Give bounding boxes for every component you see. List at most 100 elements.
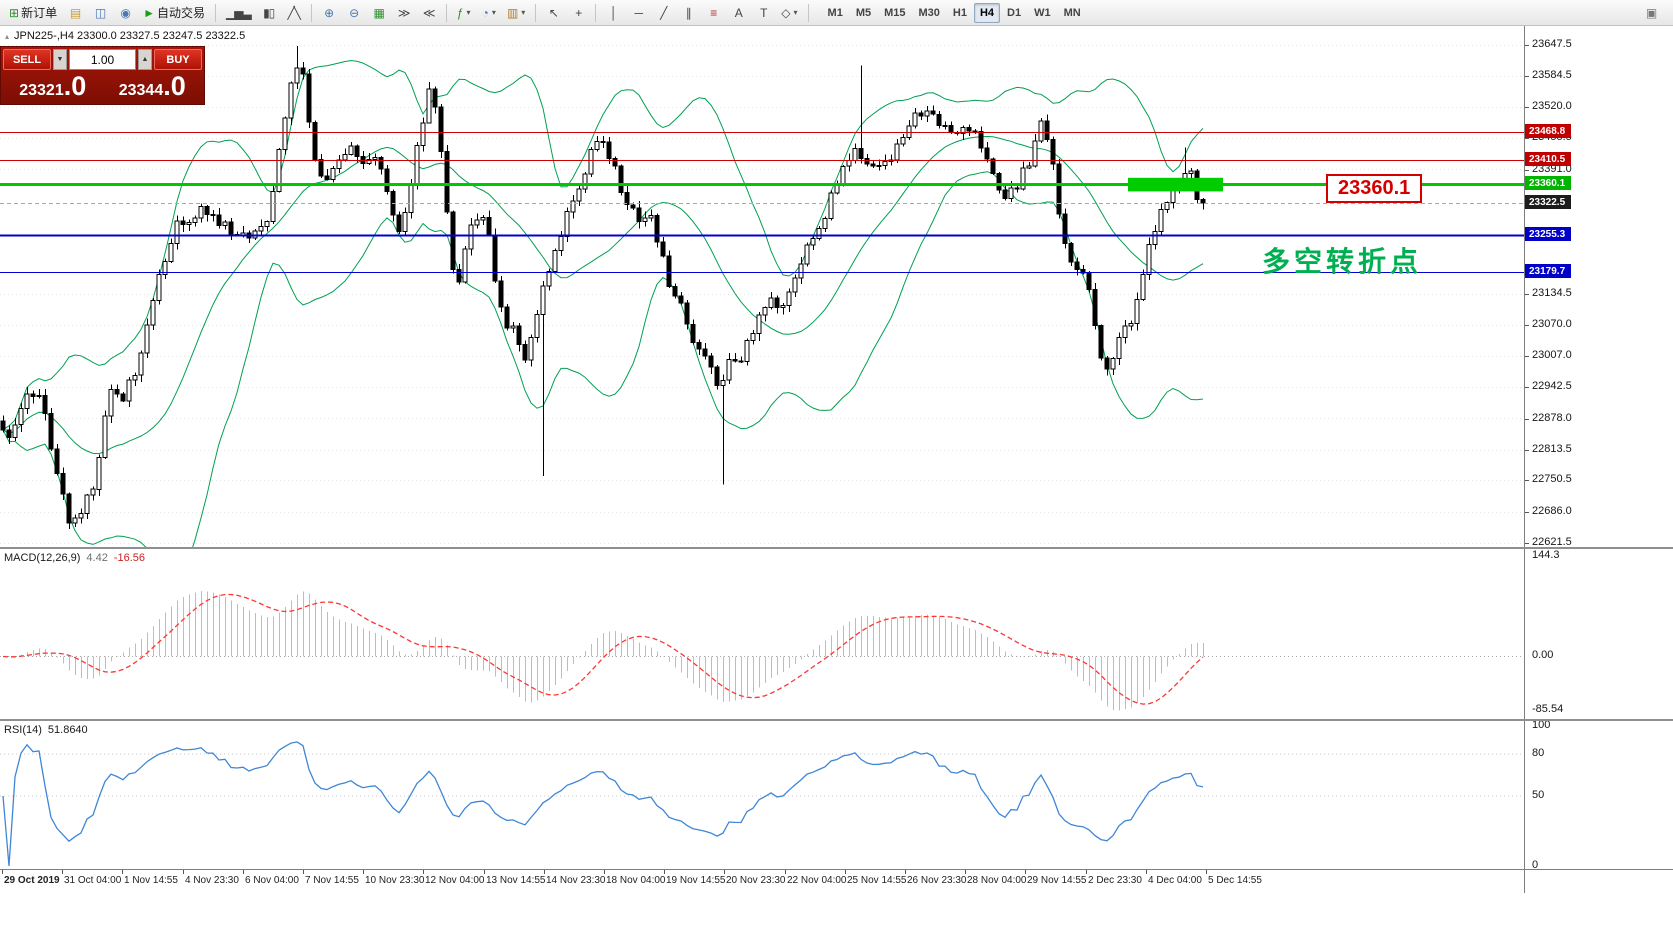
price-axis-label: 22621.5 <box>1532 535 1572 548</box>
timeframe-m5-button[interactable]: M5 <box>855 6 872 19</box>
price-label-object[interactable]: 23360.1 <box>1326 174 1423 203</box>
macd-panel-canvas[interactable] <box>0 549 1524 719</box>
price-axis-label: 22813.5 <box>1532 442 1572 455</box>
zoom-in-button[interactable]: ⊕ <box>317 2 341 24</box>
horizontal-line-button[interactable]: ─ <box>626 2 650 24</box>
chart-shift-button[interactable]: ≪ <box>417 2 441 24</box>
label-button[interactable]: T <box>751 2 775 24</box>
timeframe-m1-button[interactable]: M1 <box>827 6 843 19</box>
macd-label: MACD(12,26,9) 4.42 -16.56 <box>4 552 151 564</box>
channel-button[interactable]: ∥ <box>676 2 700 24</box>
bands-layer <box>2 60 1204 547</box>
time-tick <box>243 870 244 874</box>
symbol-info: ▴ JPN225-,H4 23300.0 23327.5 23247.5 233… <box>5 30 245 42</box>
timeframe-w1-button[interactable]: W1 <box>1034 6 1051 19</box>
periods-button[interactable]: ◔ ▾ <box>477 2 501 24</box>
macd-name: MACD(12,26,9) <box>4 552 81 564</box>
autotrading-button[interactable]: ► 自动交易 <box>138 2 210 24</box>
price-axis[interactable]: 23647.523584.523520.023455.523391.023134… <box>1524 26 1673 893</box>
time-tick <box>544 870 545 874</box>
timeframe-m30-button[interactable]: M30 <box>918 6 940 19</box>
shapes-button[interactable]: ◇ ▾ <box>776 2 802 24</box>
trendline-button[interactable]: ╱ <box>651 2 675 24</box>
trendline-icon: ╱ <box>660 5 667 20</box>
cursor-icon: ↖ <box>548 5 559 20</box>
main-chart-canvas[interactable] <box>0 26 1524 547</box>
sell-price[interactable]: 23321 .0 <box>3 70 103 104</box>
crosshair-button[interactable]: + <box>566 2 590 24</box>
alerts-button[interactable]: ◉ <box>113 2 137 24</box>
time-tick <box>664 870 665 874</box>
toolbar-separator <box>310 3 312 22</box>
timeframe-m15-button[interactable]: M15 <box>884 6 906 19</box>
time-axis-label: 29 Oct 2019 <box>4 875 60 886</box>
new-order-button[interactable]: ⊞ 新订单 <box>4 2 62 24</box>
vertical-line-button[interactable]: │ <box>601 2 625 24</box>
tile-windows-icon: ▦ <box>373 5 385 20</box>
timeframe-h1-button[interactable]: H1 <box>952 6 967 19</box>
price-axis-label: 22686.0 <box>1532 504 1572 517</box>
price-badge: 23410.5 <box>1525 152 1571 167</box>
pivot-annotation-text[interactable]: 多空转折点 <box>1262 246 1423 277</box>
volume-input[interactable] <box>69 49 136 70</box>
timeframe-h4-button[interactable]: H4 <box>973 2 1001 23</box>
buy-button[interactable]: BUY <box>154 49 202 70</box>
price-badge: 23255.3 <box>1525 227 1571 242</box>
zoom-out-button[interactable]: ⊖ <box>342 2 366 24</box>
symbol-ohlc-text: JPN225-,H4 23300.0 23327.5 23247.5 23322… <box>14 30 246 42</box>
time-axis[interactable]: 29 Oct 2019 31 Oct 04:00 1 Nov 14:55 4 Nov … <box>0 869 1524 895</box>
profiles-button[interactable]: ◫ <box>88 2 112 24</box>
bar-chart-button[interactable]: ▁▅▃ <box>221 2 256 24</box>
chart-windows-button[interactable]: ▣ <box>1639 2 1663 24</box>
buy-price[interactable]: 23344 .0 <box>103 70 203 104</box>
price-tick <box>1525 387 1529 389</box>
templates-button[interactable]: ▥ ▾ <box>502 2 530 24</box>
rsi-panel-canvas[interactable] <box>0 721 1524 869</box>
price-tick <box>1525 449 1529 451</box>
timeframe-group: M1 M5 M15 M30 H1 H4 D1 W1 MN <box>822 2 1087 23</box>
time-tick <box>1086 870 1087 874</box>
caret-down-icon: ▾ <box>521 8 526 17</box>
price-axis-label: 22750.5 <box>1532 473 1572 486</box>
horizontal-line-icon: ─ <box>634 5 643 20</box>
time-axis-label: 2 Dec 23:30 <box>1088 875 1142 886</box>
line-chart-button[interactable]: ╱╲ <box>282 2 306 24</box>
time-axis-label: 31 Oct 04:00 <box>64 875 122 886</box>
time-tick <box>2 870 3 874</box>
time-tick <box>1025 870 1026 874</box>
timeframe-mn-button[interactable]: MN <box>1063 6 1081 19</box>
indicators-button[interactable]: ƒ ▾ <box>452 2 476 24</box>
candlestick-chart-button[interactable]: ▮▯ <box>257 2 281 24</box>
auto-scroll-button[interactable]: ≫ <box>392 2 416 24</box>
price-tick <box>1525 480 1529 482</box>
price-badge: 23360.1 <box>1525 176 1571 191</box>
text-button[interactable]: A <box>726 2 750 24</box>
time-axis-label: 26 Nov 23:30 <box>907 875 967 886</box>
macd-main-value: 4.42 <box>86 552 108 564</box>
sell-button[interactable]: SELL <box>3 49 51 70</box>
crosshair-icon: + <box>575 5 582 20</box>
templates-icon: ▥ <box>506 5 518 20</box>
channel-icon: ∥ <box>685 5 692 20</box>
panel-separator[interactable] <box>0 547 1673 549</box>
price-axis-label: 22942.5 <box>1532 380 1572 393</box>
price-axis-label: 22878.0 <box>1532 411 1572 424</box>
cursor-button[interactable]: ↖ <box>541 2 565 24</box>
candlestick-chart-icon: ▮▯ <box>263 5 275 20</box>
volume-decrease-button[interactable]: ▼ <box>53 49 67 70</box>
timeframe-d1-button[interactable]: D1 <box>1007 6 1022 19</box>
charts-button[interactable]: ▤ <box>63 2 87 24</box>
tile-windows-button[interactable]: ▦ <box>367 2 391 24</box>
volume-increase-button[interactable]: ▲ <box>138 49 152 70</box>
symbol-marker-icon: ▴ <box>5 31 10 41</box>
time-tick <box>1206 870 1207 874</box>
toolbar-separator <box>807 3 809 22</box>
panel-separator[interactable] <box>0 719 1673 721</box>
macd-axis-label: 0.00 <box>1532 649 1554 661</box>
label-icon: T <box>760 5 767 20</box>
highlight-rectangle[interactable] <box>1128 177 1223 192</box>
caret-down-icon: ▾ <box>793 8 798 17</box>
objects-layer[interactable] <box>0 132 1524 273</box>
indicators-icon: ƒ <box>456 5 464 20</box>
fibonacci-button[interactable]: ≡ <box>701 2 725 24</box>
